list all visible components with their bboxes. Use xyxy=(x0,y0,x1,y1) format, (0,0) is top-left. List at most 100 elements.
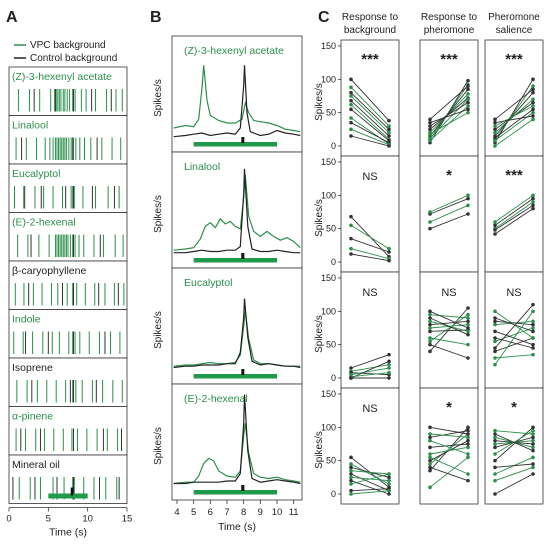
pair-point-end xyxy=(531,100,535,105)
c-ytick-label: 0 xyxy=(331,373,336,383)
psth-line-black-1 xyxy=(173,168,301,254)
pair-line xyxy=(429,314,469,319)
pair-point-start xyxy=(428,438,432,443)
pair-line xyxy=(494,118,534,147)
pair-line xyxy=(350,473,390,485)
pair-line xyxy=(350,238,390,253)
pair-line xyxy=(429,307,469,352)
pair-line xyxy=(429,466,469,482)
raster-label-7: α-pinene xyxy=(12,411,53,423)
pair-line xyxy=(494,92,534,137)
raster-box-6 xyxy=(8,357,128,407)
c-ytick-label: 150 xyxy=(321,273,336,283)
significance-label-2-2: NS xyxy=(506,287,521,299)
pair-line xyxy=(429,443,469,448)
pair-point-start xyxy=(428,117,432,122)
pair-line xyxy=(350,92,390,130)
pair-point-end xyxy=(466,203,470,208)
pair-line xyxy=(350,135,390,147)
pair-point-start xyxy=(493,220,497,224)
c-ylabel-1: Spikes/s xyxy=(314,199,325,237)
pair-point-end xyxy=(531,472,535,476)
pair-point-end xyxy=(466,97,470,102)
pair-point-start xyxy=(428,210,432,214)
pair-point-start xyxy=(493,319,497,324)
pheromone-pulse-b-0 xyxy=(241,137,245,143)
raster-box-2 xyxy=(8,163,128,213)
pair-line xyxy=(350,367,390,376)
x-tick-label-b: 4 xyxy=(174,507,179,518)
pair-point-end xyxy=(531,319,535,324)
psth-ylabel-1: Spikes/s xyxy=(153,195,164,233)
pair-line xyxy=(350,372,390,376)
pair-point-start xyxy=(428,329,432,334)
pair-line xyxy=(429,430,469,438)
pair-point-end xyxy=(466,107,470,112)
pair-point-start xyxy=(349,120,353,125)
x-tick-label-a: 15 xyxy=(122,514,133,525)
c-ylabel-0: Spikes/s xyxy=(314,83,325,121)
pair-line xyxy=(350,488,390,492)
stimulus-bar-b-2 xyxy=(193,374,277,379)
pair-point-start xyxy=(349,107,353,112)
pair-point-end xyxy=(531,97,535,102)
pair-point-start xyxy=(493,438,497,443)
pair-line xyxy=(494,310,534,339)
pair-point-start xyxy=(349,492,353,496)
pair-point-end xyxy=(387,478,391,483)
pair-line xyxy=(494,337,534,349)
pair-point-start xyxy=(428,432,432,436)
pair-point-end xyxy=(466,316,470,320)
pair-line xyxy=(494,201,534,230)
psth-title-1: Linalool xyxy=(184,161,220,173)
pair-point-start xyxy=(428,132,432,136)
pair-point-end xyxy=(466,356,470,360)
pair-point-end xyxy=(531,90,535,95)
pair-point-start xyxy=(493,428,497,433)
pair-point-end xyxy=(531,302,535,307)
psth-ylabel-3: Spikes/s xyxy=(153,427,164,465)
pair-point-end xyxy=(466,84,470,88)
pair-point-end xyxy=(387,130,391,135)
pair-line xyxy=(494,430,534,435)
pair-point-start xyxy=(349,478,353,483)
pair-point-start xyxy=(428,127,432,132)
pheromone-pulse-b-3 xyxy=(241,485,245,491)
pair-line xyxy=(350,372,390,378)
pair-point-end xyxy=(466,322,470,327)
significance-label-3-0: NS xyxy=(362,403,377,415)
significance-label-2-1: NS xyxy=(441,287,456,299)
raster-label-4: β-caryophyllene xyxy=(12,265,86,277)
pair-point-end xyxy=(387,352,391,357)
pair-point-start xyxy=(428,455,432,460)
pair-point-start xyxy=(493,124,497,128)
pair-point-start xyxy=(428,136,432,140)
pair-point-start xyxy=(349,77,353,82)
pair-line xyxy=(494,320,534,326)
pair-point-start xyxy=(428,322,432,327)
pair-point-end xyxy=(531,448,535,453)
pair-point-end xyxy=(387,475,391,480)
pair-point-start xyxy=(493,120,497,125)
pair-point-end xyxy=(387,246,391,251)
pair-line xyxy=(494,466,534,482)
pair-point-end xyxy=(531,435,535,440)
pair-point-start xyxy=(493,117,497,122)
raster-box-0 xyxy=(8,66,128,116)
pair-line xyxy=(494,108,534,139)
pair-line xyxy=(429,433,469,465)
psth-line-black-3 xyxy=(173,394,301,485)
pair-line xyxy=(494,208,534,235)
pair-point-start xyxy=(493,362,497,367)
pair-point-start xyxy=(493,322,497,327)
pair-point-start xyxy=(349,236,353,241)
pair-point-start xyxy=(493,144,497,148)
psth-title-3: (E)-2-hexenal xyxy=(184,393,248,405)
x-tick-label-a: 5 xyxy=(46,514,51,525)
pair-line xyxy=(494,354,534,359)
pair-point-end xyxy=(531,462,535,466)
pair-point-start xyxy=(349,455,353,460)
c-ytick-label: 50 xyxy=(326,340,336,350)
